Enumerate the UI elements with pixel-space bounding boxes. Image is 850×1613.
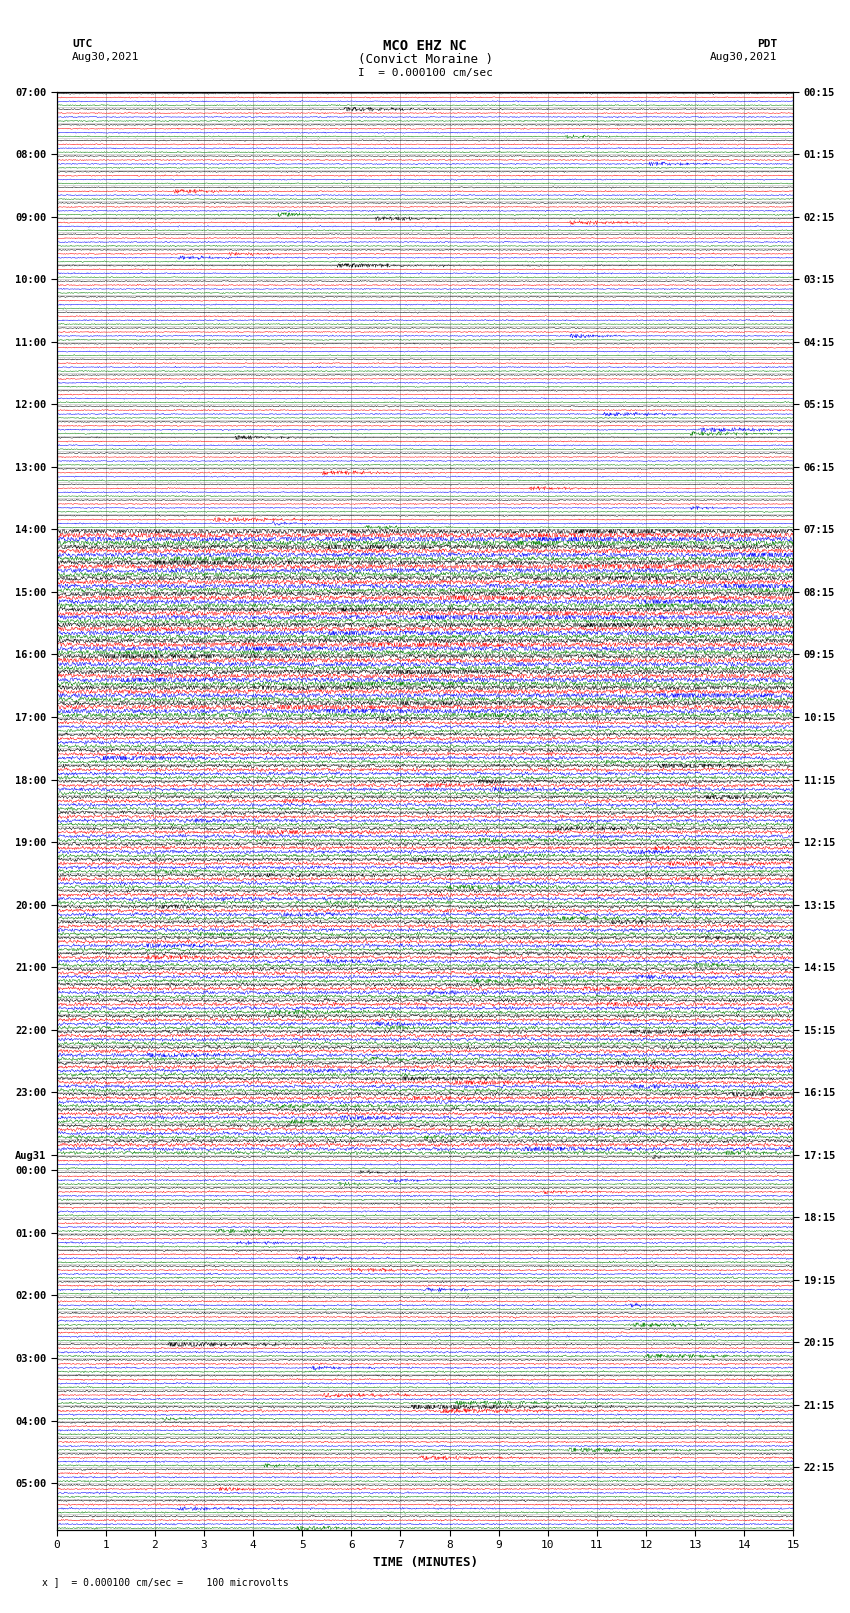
Text: MCO EHZ NC: MCO EHZ NC xyxy=(383,39,467,53)
Text: Aug30,2021: Aug30,2021 xyxy=(711,52,778,61)
Text: PDT: PDT xyxy=(757,39,778,48)
Text: x ]  = 0.000100 cm/sec =    100 microvolts: x ] = 0.000100 cm/sec = 100 microvolts xyxy=(42,1578,289,1587)
X-axis label: TIME (MINUTES): TIME (MINUTES) xyxy=(372,1557,478,1569)
Text: (Convict Moraine ): (Convict Moraine ) xyxy=(358,53,492,66)
Text: UTC: UTC xyxy=(72,39,93,48)
Text: I  = 0.000100 cm/sec: I = 0.000100 cm/sec xyxy=(358,68,492,77)
Text: Aug30,2021: Aug30,2021 xyxy=(72,52,139,61)
